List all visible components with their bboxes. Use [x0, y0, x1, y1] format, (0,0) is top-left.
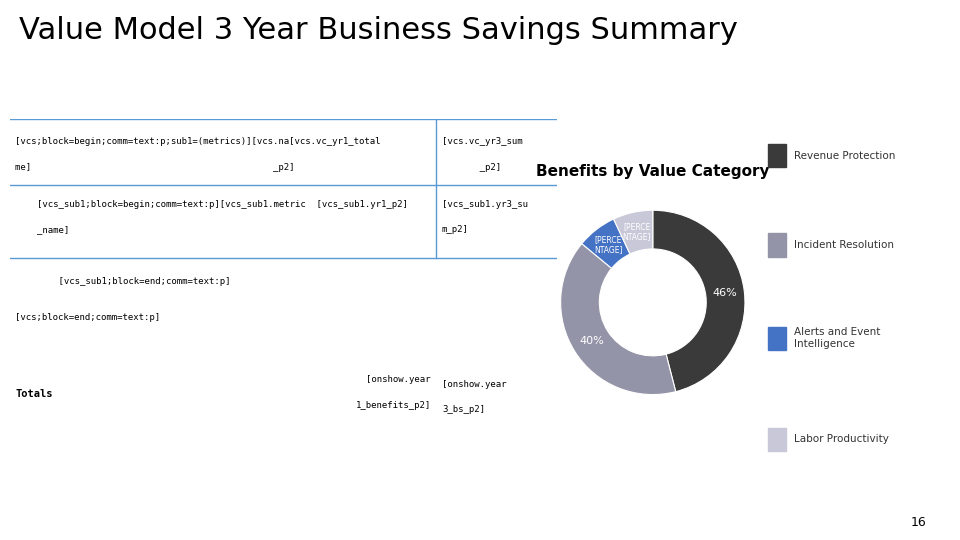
Text: [onshow.year: [onshow.year	[367, 375, 431, 384]
Text: [PERCE
NTAGE]: [PERCE NTAGE]	[594, 235, 622, 254]
Text: 16: 16	[911, 516, 926, 529]
Text: 40%: 40%	[579, 336, 604, 347]
Text: Totals: Totals	[15, 389, 53, 399]
Text: me]                                             _p2]: me] _p2]	[15, 163, 295, 172]
Text: 1_benefits_p2]: 1_benefits_p2]	[356, 401, 431, 410]
Title: Benefits by Value Category: Benefits by Value Category	[536, 164, 770, 179]
Text: 3_bs_p2]: 3_bs_p2]	[442, 405, 485, 414]
Text: Value Model 3 Year Business Savings Summary: Value Model 3 Year Business Savings Summ…	[19, 16, 738, 45]
Text: Labor Productivity: Labor Productivity	[794, 434, 888, 444]
Text: _name]: _name]	[36, 225, 69, 234]
Text: 46%: 46%	[712, 288, 737, 298]
Text: [vcs_sub1.yr3_su: [vcs_sub1.yr3_su	[442, 200, 528, 208]
Bar	[768, 144, 786, 167]
Text: [vcs.vc_yr3_sum: [vcs.vc_yr3_sum	[442, 137, 522, 146]
Text: [PERCE
NTAGE]: [PERCE NTAGE]	[623, 221, 651, 241]
Text: [onshow.year: [onshow.year	[442, 380, 506, 388]
Text: Incident Resolution: Incident Resolution	[794, 240, 894, 250]
Wedge shape	[653, 210, 745, 392]
Text: [vcs_sub1;block=end;comm=text:p]: [vcs_sub1;block=end;comm=text:p]	[36, 276, 230, 286]
Wedge shape	[561, 244, 676, 395]
Text: [vcs_sub1;block=begin;comm=text:p][vcs_sub1.metric  [vcs_sub1.yr1_p2]: [vcs_sub1;block=begin;comm=text:p][vcs_s…	[36, 200, 408, 208]
Text: Alerts and Event
Intelligence: Alerts and Event Intelligence	[794, 327, 880, 349]
Text: [vcs;block=begin;comm=text:p;sub1=(metrics)][vcs.na[vcs.vc_yr1_total: [vcs;block=begin;comm=text:p;sub1=(metri…	[15, 137, 380, 146]
Text: _p2]: _p2]	[442, 163, 501, 172]
Text: Revenue Protection: Revenue Protection	[794, 151, 895, 160]
Bar	[768, 428, 786, 451]
Wedge shape	[613, 210, 653, 254]
Text: [vcs;block=end;comm=text:p]: [vcs;block=end;comm=text:p]	[15, 313, 160, 322]
Wedge shape	[582, 219, 630, 268]
Bar	[768, 327, 786, 350]
Text: m_p2]: m_p2]	[442, 225, 468, 234]
Bar	[768, 233, 786, 256]
